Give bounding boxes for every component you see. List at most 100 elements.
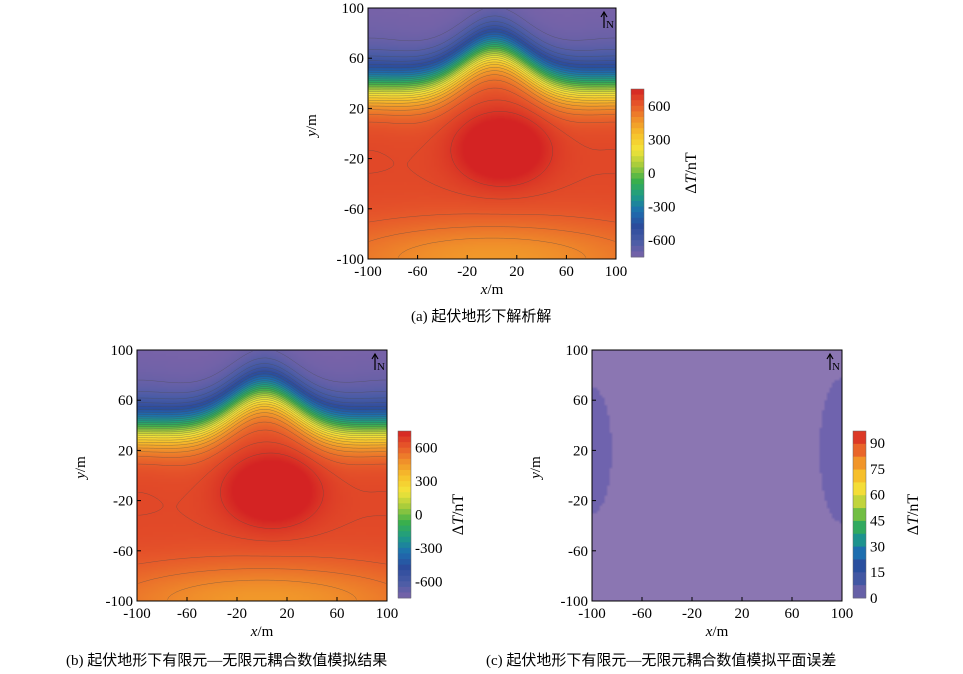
colorbar-tick-label-a: -600 [648, 233, 676, 249]
colorbar-band-a [631, 156, 644, 163]
contour-line-b-14 [138, 391, 386, 429]
contour-line-a-16 [369, 53, 615, 91]
contour-line-a-26 [369, 87, 615, 223]
contour-line-a-24 [369, 74, 615, 258]
colorbar-band-c [853, 443, 866, 458]
colorbar-frame-b [397, 430, 412, 599]
contour-line-a-23 [369, 70, 615, 107]
colorbar-band-a [631, 234, 644, 241]
x-tick-label-b: 100 [376, 606, 399, 622]
colorbar-tick-label-c: 30 [870, 539, 885, 555]
x-tick-label-b: 60 [330, 606, 345, 622]
contour-line-a-5 [369, 31, 615, 69]
x-axis-label-b: x/m [250, 624, 274, 640]
colorbar-band-b [398, 469, 411, 476]
colorbar-band-b [398, 564, 411, 571]
colorbar-band-b [398, 497, 411, 504]
colorbar-band-a [631, 117, 644, 123]
north-arrow-head-icon-c [826, 352, 834, 360]
colorbar-band-a [631, 195, 644, 202]
colorbar-band-b [398, 559, 411, 565]
y-tick-label-a: -60 [344, 202, 364, 218]
colorbar-band-b [398, 447, 411, 454]
contour-line-b-10 [138, 384, 386, 422]
colorbar-band-b [398, 453, 411, 460]
contour-line-a-21 [369, 64, 615, 101]
colorbar-band-b [398, 575, 411, 582]
contour-line-b-24 [138, 416, 386, 600]
contour-line-b-22 [138, 409, 386, 446]
contour-line-b-3 [138, 367, 386, 404]
colorbar-band-a [631, 173, 644, 179]
contour-line-b-5 [138, 373, 386, 411]
x-tick-label-b: -100 [123, 606, 151, 622]
colorbar-band-c [853, 559, 866, 573]
colorbar-band-a [631, 178, 644, 185]
colorbar-band-a [631, 212, 644, 219]
colorbar-band-b [398, 536, 411, 543]
x-tick-label-b: -20 [227, 606, 247, 622]
y-tick-label-c: -100 [561, 594, 589, 610]
contour-line-b-21 [138, 406, 386, 443]
y-tick-label-a: -100 [337, 252, 365, 268]
colorbar-tick-label-c: 15 [870, 565, 885, 581]
colorbar-band-b [398, 481, 411, 488]
contour-line-a-11 [369, 44, 615, 82]
colorbar-tick-label-c: 60 [870, 488, 885, 504]
contour-line-a-28 [450, 111, 553, 187]
north-arrow-head-icon-a [600, 10, 608, 18]
colorbar-band-a [631, 217, 644, 224]
colorbar-band-a [631, 223, 644, 230]
y-tick-label-c: -20 [568, 494, 588, 510]
contour-line-a-15 [369, 51, 615, 89]
north-label-a: N [606, 19, 614, 31]
colorbar-band-a [631, 89, 644, 95]
colorbar-band-b [398, 520, 411, 527]
colorbar-tick-label-c: 90 [870, 436, 885, 452]
y-tick-label-b: 100 [111, 343, 134, 359]
colorbar-band-b [398, 475, 411, 482]
colorbar-tick-label-b: 0 [415, 508, 423, 524]
caption-b: (b) 起伏地形下有限元—无限元耦合数值模拟结果 [66, 653, 388, 669]
colorbar-band-c [853, 508, 866, 522]
contour-line-a-0 [369, 9, 615, 42]
y-tick-label-c: 100 [566, 343, 589, 359]
colorbar-tick-label-c: 0 [870, 591, 878, 607]
caption-a: (a) 起伏地形下解析解 [411, 309, 552, 325]
y-tick-label-b: -100 [106, 594, 134, 610]
colorbar-band-b [398, 525, 411, 532]
x-tick-label-a: 60 [559, 264, 574, 280]
colorbar-band-a [631, 100, 644, 107]
x-tick-label-c: 100 [831, 606, 854, 622]
caption-c: (c) 起伏地形下有限元—无限元耦合数值模拟平面误差 [486, 653, 837, 669]
colorbar-band-a [631, 139, 644, 146]
colorbar-tick-label-c: 45 [870, 514, 885, 530]
colorbar-band-b [398, 514, 411, 521]
colorbar-band-a [631, 150, 644, 157]
contour-line-b-4 [138, 370, 386, 408]
y-tick-label-a: 100 [342, 1, 365, 17]
contour-line-b-28 [220, 452, 324, 529]
y-tick-label-a: 60 [349, 51, 364, 67]
colorbar-band-b [398, 586, 411, 593]
colorbar-band-a [631, 161, 644, 168]
heatmap-field-b [137, 350, 387, 601]
contour-line-a-4 [369, 28, 615, 66]
contour-line-b-18 [138, 399, 386, 437]
contour-line-a-8 [369, 38, 615, 76]
colorbar-band-c [853, 456, 866, 470]
x-axis-label-a: x/m [480, 282, 504, 298]
colorbar-title-c: ΔT/nT [905, 494, 922, 536]
colorbar-band-a [631, 240, 644, 247]
colorbar-c: 90 75 60 45 30 15 0 ΔT/nT [852, 430, 922, 607]
contour-line-b-23 [138, 412, 386, 449]
contour-line-b-15 [138, 393, 386, 431]
colorbar-band-b [398, 547, 411, 554]
contour-line-b-0 [138, 351, 386, 384]
contour-line-b-6 [138, 376, 386, 413]
heatmap-field-a [368, 8, 616, 259]
colorbar-band-b [398, 592, 411, 599]
y-tick-label-b: 20 [118, 443, 133, 459]
colorbar-band-a [631, 128, 644, 135]
contour-line-a-18 [369, 57, 615, 95]
